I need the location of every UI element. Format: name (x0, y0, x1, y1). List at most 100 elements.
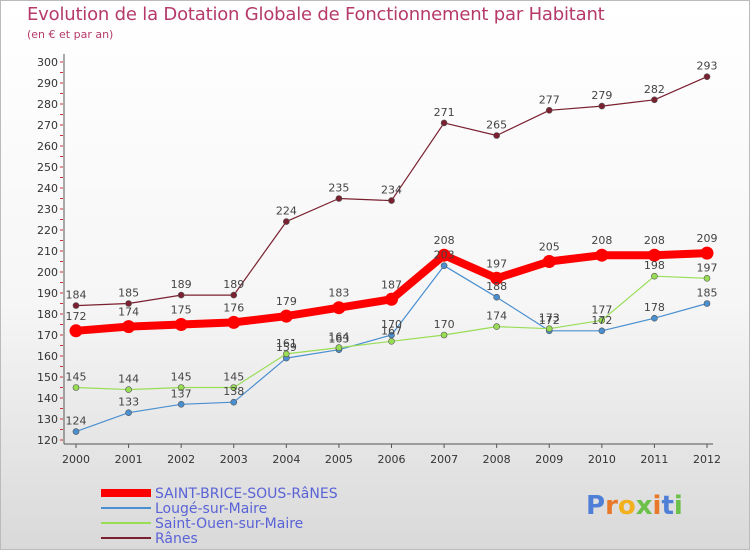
x-tick-label: 2012 (693, 453, 721, 466)
logo-letter: o (617, 491, 636, 521)
x-tick-label: 2008 (483, 453, 511, 466)
data-point-saint-brice-sous-r-nes (385, 292, 398, 306)
data-point-loug-sur-maire (598, 327, 606, 335)
data-label-saint-brice-sous-r-nes: 172 (66, 310, 87, 323)
axes-group: 120 130 140 150 160 170 180 190 200 210 220 230 240 2… (37, 54, 721, 466)
data-label-saint-ouen-sur-maire: 198 (644, 259, 665, 272)
data-label-loug-sur-maire: 137 (171, 387, 192, 400)
legend-label: SAINT-BRICE-SOUS-RâNES (155, 486, 338, 502)
data-label-r-nes: 282 (644, 83, 665, 96)
y-tick-label: 150 (37, 371, 58, 384)
logo-letter: P (586, 491, 606, 521)
data-point-loug-sur-maire (493, 293, 500, 301)
x-tick-label: 2004 (272, 453, 300, 466)
data-label-r-nes: 235 (328, 182, 349, 195)
data-point-saint-brice-sous-r-nes (647, 248, 661, 262)
data-label-saint-brice-sous-r-nes: 179 (276, 295, 297, 308)
data-point-r-nes (283, 218, 290, 225)
data-label-saint-ouen-sur-maire: 167 (381, 324, 402, 337)
data-label-loug-sur-maire: 172 (539, 314, 560, 327)
data-label-loug-sur-maire: 178 (644, 301, 665, 314)
x-tick-label: 2009 (535, 453, 563, 466)
data-label-loug-sur-maire: 170 (381, 318, 402, 331)
data-point-saint-brice-sous-r-nes (437, 248, 451, 262)
y-tick-label: 220 (37, 224, 58, 237)
data-point-r-nes (598, 102, 606, 110)
data-label-saint-brice-sous-r-nes: 208 (591, 234, 612, 247)
data-point-saint-brice-sous-r-nes (490, 271, 504, 285)
data-point-saint-brice-sous-r-nes (227, 315, 241, 329)
data-point-saint-ouen-sur-maire (388, 337, 395, 345)
data-label-saint-brice-sous-r-nes: 208 (434, 234, 455, 247)
data-point-saint-ouen-sur-maire (125, 386, 132, 393)
data-label-r-nes: 293 (697, 60, 718, 73)
data-label-saint-ouen-sur-maire: 170 (434, 318, 455, 331)
data-label-r-nes: 265 (486, 119, 507, 132)
data-label-loug-sur-maire: 185 (697, 287, 718, 300)
x-tick-label: 2003 (220, 453, 248, 466)
data-label-saint-ouen-sur-maire: 174 (486, 310, 507, 323)
data-label-saint-ouen-sur-maire: 177 (591, 303, 612, 316)
data-label-loug-sur-maire: 138 (223, 385, 244, 398)
data-point-saint-brice-sous-r-nes (174, 318, 188, 331)
data-label-r-nes: 271 (434, 106, 455, 119)
data-point-saint-brice-sous-r-nes (595, 248, 609, 262)
data-point-saint-brice-sous-r-nes (332, 301, 346, 315)
y-tick-label: 140 (37, 392, 58, 405)
y-tick-label: 300 (37, 56, 58, 69)
data-label-saint-brice-sous-r-nes: 209 (697, 232, 718, 245)
data-label-saint-ouen-sur-maire: 164 (328, 331, 349, 344)
logo-letter: t (661, 491, 674, 521)
data-labels-group: 124 133 137 138 159 163 170 203 188 172 172 178 185 1… (66, 60, 718, 428)
x-tick-label: 2007 (430, 453, 458, 466)
data-label-saint-brice-sous-r-nes: 187 (381, 278, 402, 291)
data-point-loug-sur-maire (440, 262, 448, 270)
data-label-saint-ouen-sur-maire: 145 (171, 371, 192, 384)
data-label-saint-ouen-sur-maire: 144 (118, 373, 139, 386)
data-point-saint-ouen-sur-maire (598, 316, 606, 324)
data-label-saint-brice-sous-r-nes: 183 (328, 287, 349, 300)
x-tick-label: 2002 (167, 453, 195, 466)
logo-letter: i (673, 491, 683, 521)
logo-letter: i (652, 491, 662, 521)
logo-letter: x (635, 491, 653, 521)
y-tick-label: 230 (37, 203, 58, 216)
x-tick-label: 2006 (378, 453, 406, 466)
legend-label: Rânes (155, 531, 198, 547)
data-label-saint-brice-sous-r-nes: 208 (644, 234, 665, 247)
data-label-r-nes: 224 (276, 205, 297, 218)
chart-title: Evolution de la Dotation Globale de Fonc… (27, 4, 605, 25)
y-tick-label: 170 (37, 329, 58, 342)
data-label-saint-ouen-sur-maire: 197 (697, 261, 718, 274)
data-point-loug-sur-maire (651, 314, 658, 322)
data-point-r-nes (177, 291, 185, 299)
data-label-r-nes: 277 (539, 93, 560, 106)
data-point-r-nes (388, 197, 395, 204)
x-tick-label: 2001 (115, 453, 143, 466)
data-label-saint-ouen-sur-maire: 173 (539, 312, 560, 325)
y-tick-label: 210 (37, 245, 58, 258)
data-point-r-nes (493, 132, 500, 139)
legend-label: Saint-Ouen-sur-Maire (155, 516, 303, 532)
proxiti-logo: Proxiti (586, 491, 683, 521)
data-label-loug-sur-maire: 203 (434, 249, 455, 262)
legend-label: Lougé-sur-Maire (155, 501, 267, 517)
data-label-saint-ouen-sur-maire: 145 (66, 371, 87, 384)
data-label-r-nes: 189 (223, 278, 244, 291)
data-point-saint-brice-sous-r-nes (700, 246, 714, 260)
data-point-loug-sur-maire (125, 409, 132, 417)
y-tick-label: 240 (37, 182, 58, 195)
y-tick-label: 260 (37, 140, 58, 153)
y-tick-label: 290 (37, 77, 58, 90)
data-point-loug-sur-maire (230, 398, 238, 406)
data-label-saint-brice-sous-r-nes: 174 (118, 306, 139, 319)
data-label-r-nes: 184 (66, 289, 87, 302)
x-tick-label: 2011 (640, 453, 668, 466)
data-point-saint-ouen-sur-maire (651, 272, 658, 280)
data-point-r-nes (703, 73, 711, 80)
data-point-r-nes (230, 291, 238, 299)
y-tick-label: 120 (37, 434, 58, 447)
data-label-loug-sur-maire: 188 (486, 280, 507, 293)
data-point-r-nes (545, 107, 553, 114)
